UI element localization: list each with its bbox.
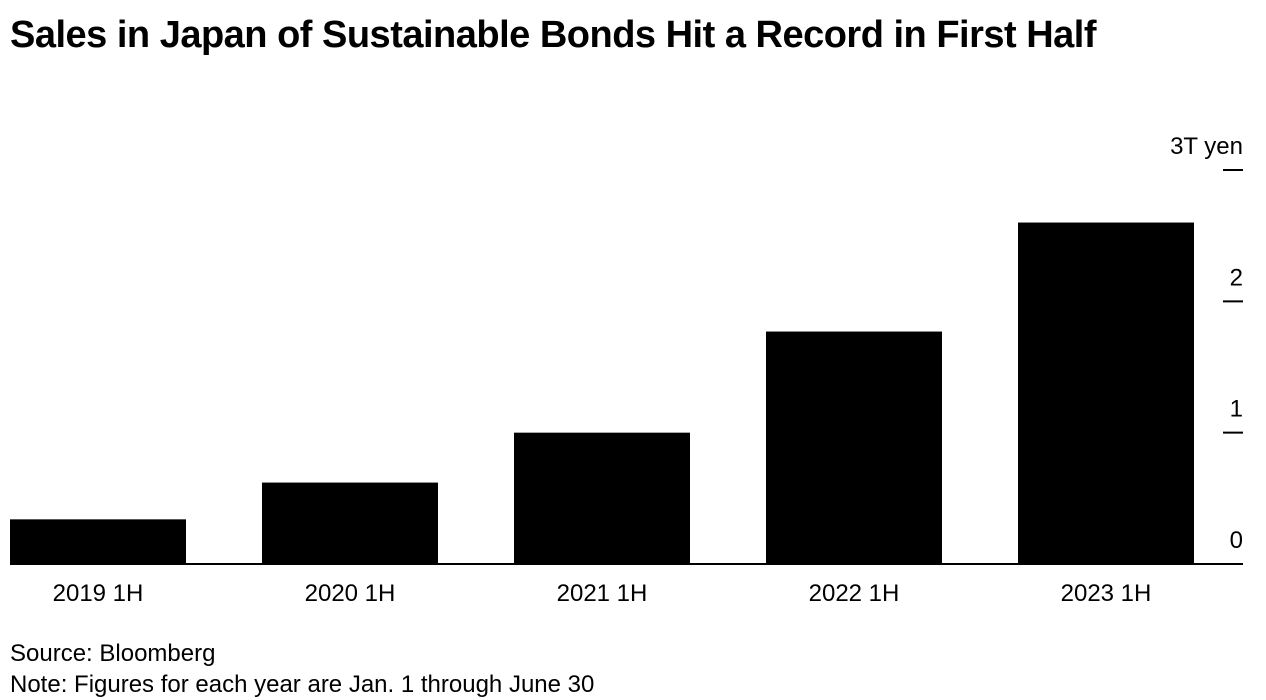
y-axis-tick-label: 0 <box>1230 527 1243 554</box>
bar <box>10 519 186 564</box>
y-axis-tick-label: 3T yen <box>1170 133 1243 160</box>
y-axis-tick-label: 2 <box>1230 264 1243 291</box>
chart-title: Sales in Japan of Sustainable Bonds Hit … <box>10 14 1097 56</box>
bar <box>262 482 438 564</box>
source-note: Source: Bloomberg <box>10 640 216 667</box>
x-axis-tick-label: 2020 1H <box>305 580 396 607</box>
bar <box>514 432 690 564</box>
bar-chart: 0 1 2 3T yen 2019 1H 2020 1H 2021 1H 2022 1H 202… <box>10 133 1243 607</box>
y-axis-tick-label: 1 <box>1230 396 1243 423</box>
bar <box>766 331 942 564</box>
x-axis-tick-label: 2021 1H <box>557 580 648 607</box>
bar <box>1018 222 1194 565</box>
footnote: Note: Figures for each year are Jan. 1 t… <box>10 671 595 698</box>
x-axis-tick-label: 2023 1H <box>1061 580 1152 607</box>
x-axis-tick-label: 2022 1H <box>809 580 900 607</box>
x-axis-tick-label: 2019 1H <box>53 580 144 607</box>
